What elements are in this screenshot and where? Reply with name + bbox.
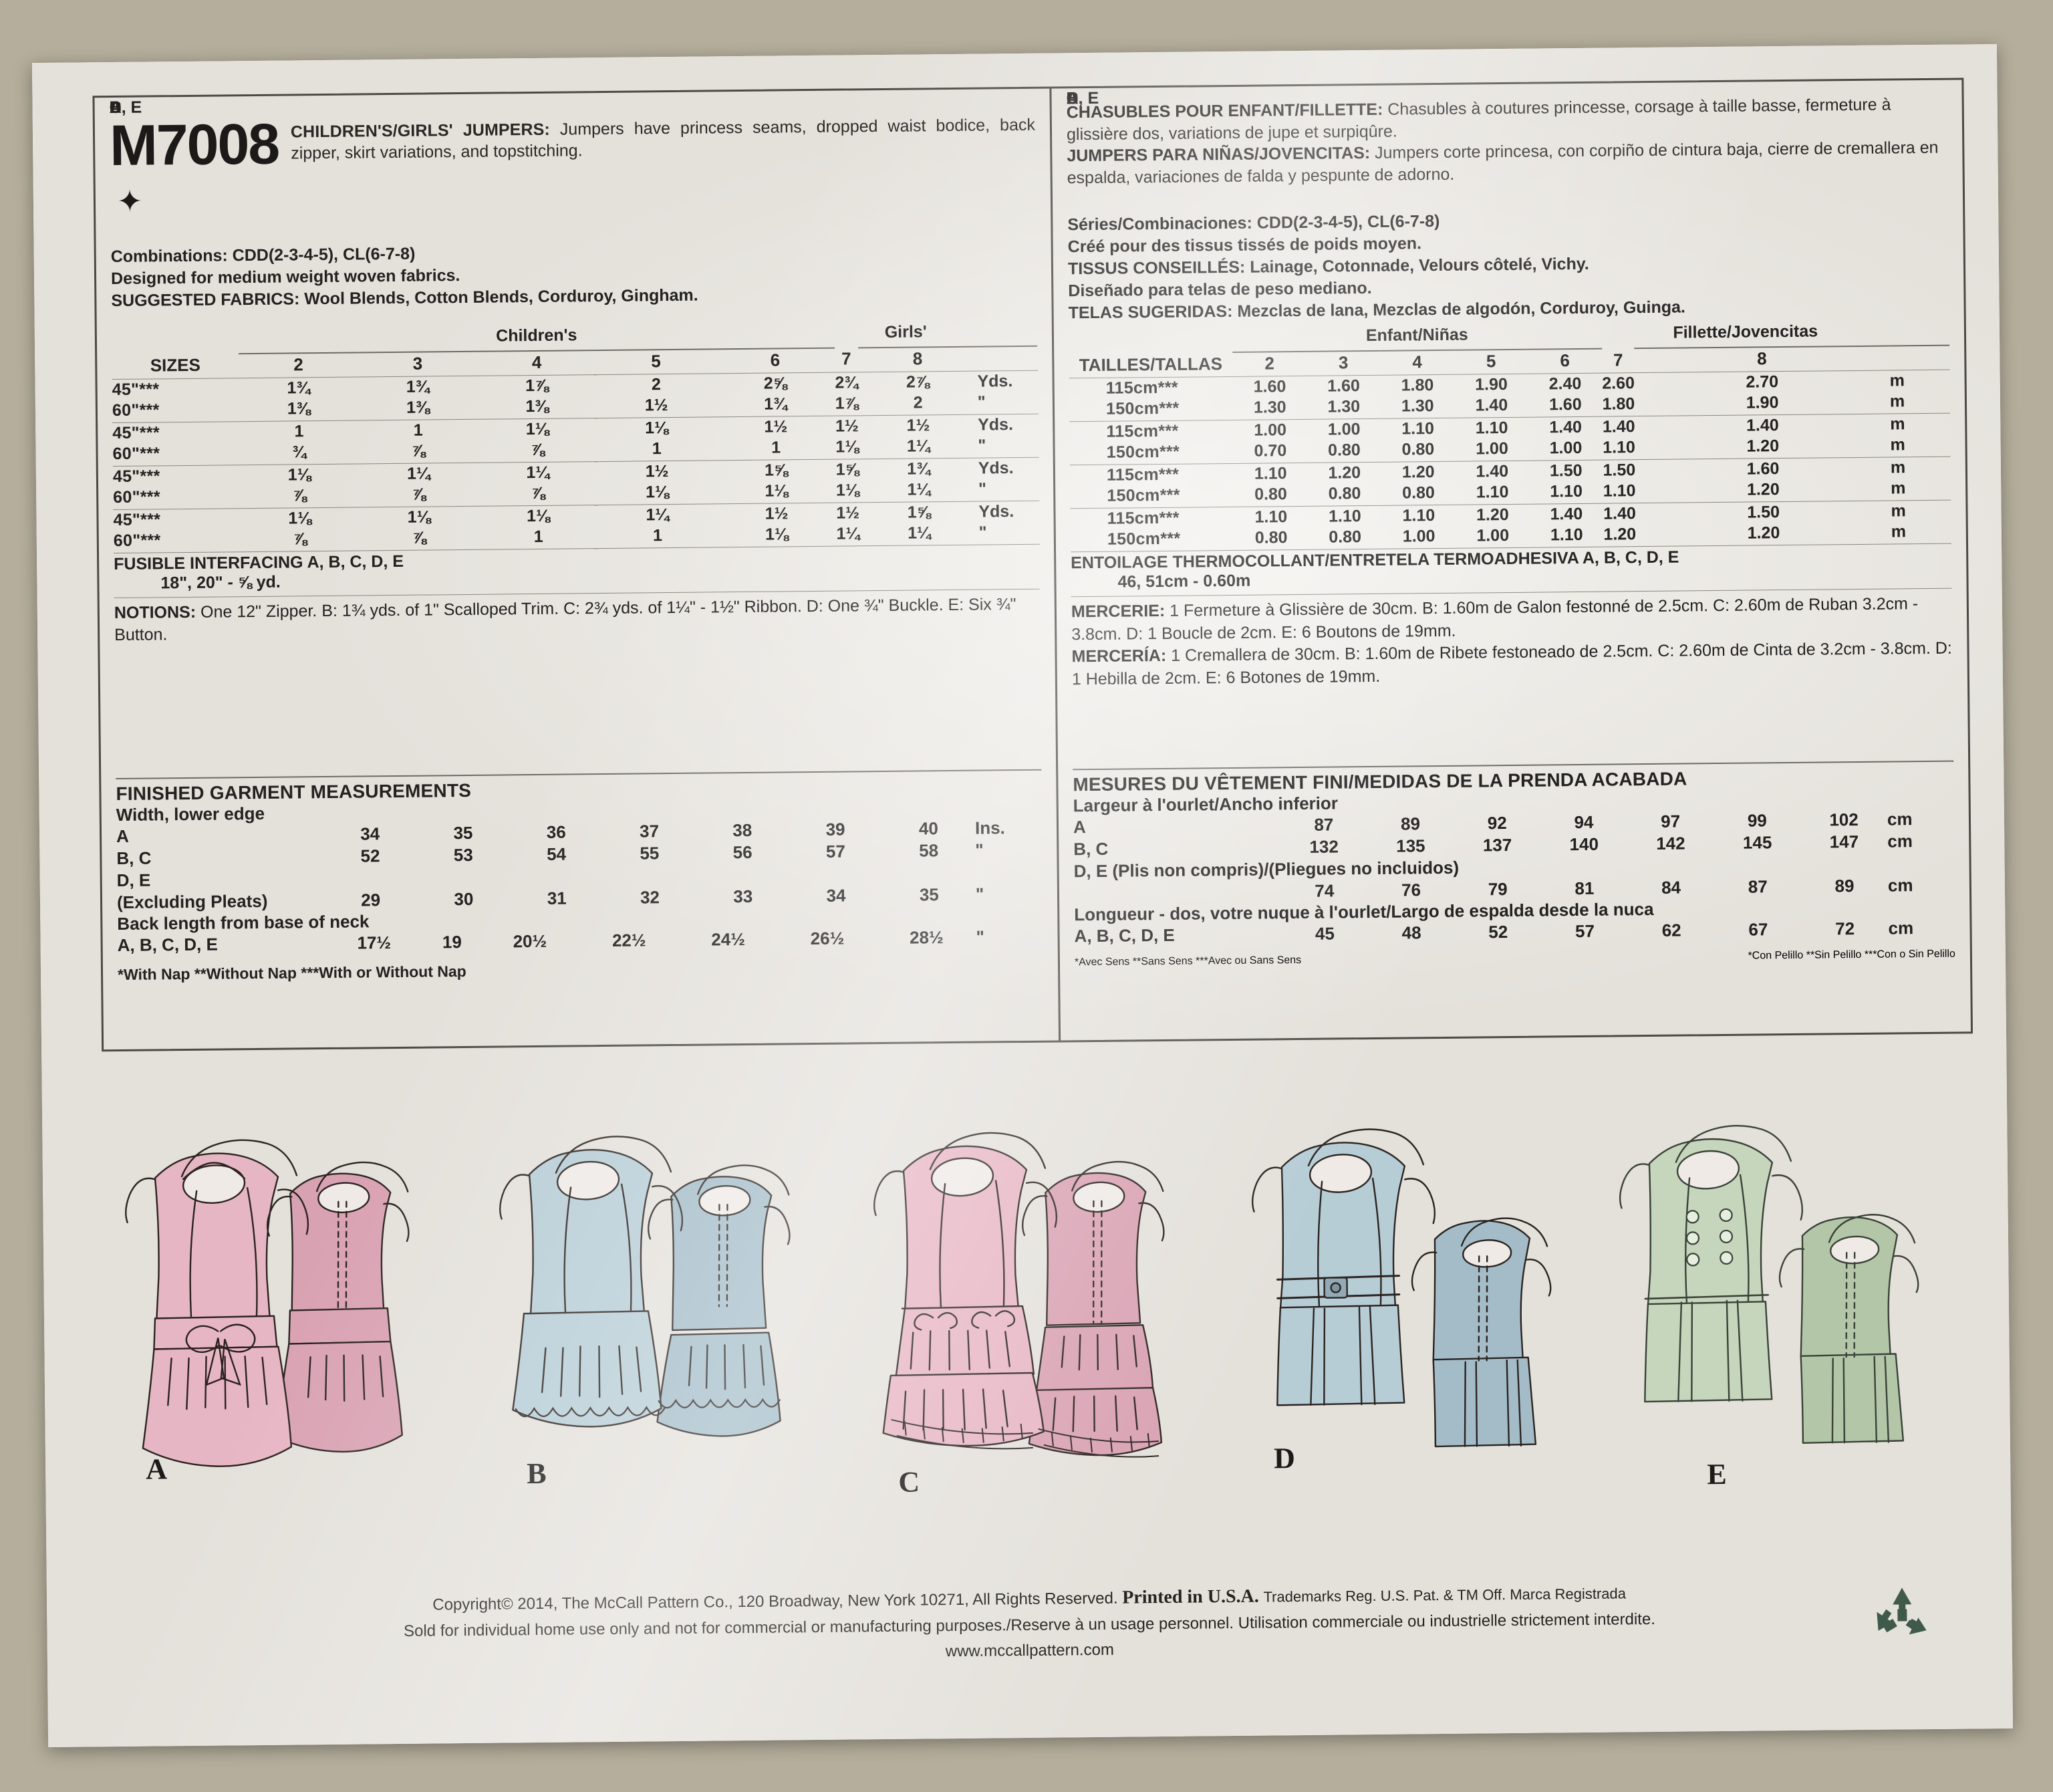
suggested-fabrics-value-fr: Lainage, Cotonnade, Velours côtelé, Vich… <box>1250 254 1589 277</box>
fgm-de-sub: (Excluding Pleats) <box>116 890 268 913</box>
english-title: CHILDREN'S/GIRLS' JUMPERS: <box>290 120 550 142</box>
size-col-3: 3 <box>412 353 423 374</box>
garment-illustrations: A <box>116 1060 1985 1573</box>
size-col-7: 7 <box>841 348 851 369</box>
footer: Copyright© 2014, The McCall Pattern Co.,… <box>47 1575 2012 1672</box>
nap-note-english: *With Nap **Without Nap ***With or Witho… <box>117 962 466 984</box>
group-girls-label: Girls' <box>884 322 927 342</box>
size-col-4: 4 <box>531 352 542 372</box>
yardage-table-imperial: Children's Girls' SIZES 2 3 <box>109 98 1039 553</box>
french-spanish-column: CHASUBLES POUR ENFANT/FILLETTE: Chasuble… <box>1051 80 1971 1040</box>
view-a-drawing <box>125 1139 410 1467</box>
information-panel: M7008 ✦ CHILDREN'S/GIRLS' JUMPERS: Jumpe… <box>92 78 1973 1052</box>
size-col-5: 5 <box>651 350 661 371</box>
notions-block-fr: MERCERIE: 1 Fermeture à Glissière de 30c… <box>1071 593 1953 646</box>
view-e-drawing <box>1619 1125 1919 1444</box>
nap-note-spanish: *Con Pelillo **Sin Pelillo ***Con o Sin … <box>1748 948 1955 962</box>
fgm-table-metric: A 87 89 92 94 97 99 102 cm B, C 132 135 <box>1073 808 1955 905</box>
view-illustration-d: D <box>1238 1064 1617 1562</box>
view-letter-a: A <box>145 1452 168 1486</box>
view-b-drawing <box>499 1136 791 1437</box>
button-group <box>1685 1208 1734 1267</box>
size-col-2: 2 <box>293 354 303 375</box>
combinations-value: CDD(2-3-4-5), CL(6-7-8) <box>232 244 416 265</box>
spanish-description: JUMPERS PARA NIÑAS/JOVENCITAS: Jumpers c… <box>1067 137 1948 189</box>
yardage-table-imperial-wrap: Children's Girls' SIZES 2 3 <box>109 98 1041 646</box>
combinations-value-fr: CDD(2-3-4-5), CL(6-7-8) <box>1256 211 1440 233</box>
view-illustration-b: B <box>490 1071 869 1569</box>
view-illustration-a: A <box>116 1075 495 1573</box>
yardage-table-metric-wrap: Enfant/Niñas Fillette/Jovencitas TAILLES… <box>1066 89 1953 691</box>
fgm-table-imperial: A 34 35 36 37 38 39 40 Ins. B, C 52 53 <box>116 817 1043 914</box>
notions-text-es: 1 Cremallera de 30cm. B: 1.60m de Ribete… <box>1071 638 1952 688</box>
view-letter-c: C <box>898 1465 920 1499</box>
fgm-de-label: D, E <box>116 870 151 891</box>
view-letter-e: E <box>1707 1457 1727 1491</box>
finished-measurements-imperial: FINISHED GARMENT MEASUREMENTS Width, low… <box>116 765 1043 984</box>
suggested-fabrics-value: Wool Blends, Cotton Blends, Corduroy, Gi… <box>304 285 698 308</box>
notions-block-es: MERCERÍA: 1 Cremallera de 30cm. B: 1.60m… <box>1071 638 1953 691</box>
recycle-icon <box>1877 1587 1927 1635</box>
notions-text: One 12" Zipper. B: 1¾ yds. of 1" Scallop… <box>114 594 1016 645</box>
notions-label-es: MERCERÍA: <box>1071 646 1167 666</box>
nap-note-french: *Avec Sens **Sans Sens ***Avec ou Sans S… <box>1074 954 1302 969</box>
view-letter-d: D <box>1273 1442 1296 1475</box>
envelope-sheet: M7008 ✦ CHILDREN'S/GIRLS' JUMPERS: Jumpe… <box>32 44 2013 1747</box>
notions-label: NOTIONS: <box>114 602 196 622</box>
pattern-envelope-back: M7008 ✦ CHILDREN'S/GIRLS' JUMPERS: Jumpe… <box>31 43 2014 1748</box>
finished-measurements-metric: MESURES DU VÊTEMENT FINI/MEDIDAS DE LA P… <box>1073 757 1955 969</box>
trademarks-text: Trademarks Reg. U.S. Pat. & TM Off. Marc… <box>1263 1585 1627 1606</box>
notions-text-fr: 1 Fermeture à Glissière de 30cm. B: 1.60… <box>1071 594 1919 644</box>
copyright-text: Copyright© 2014, The McCall Pattern Co.,… <box>432 1589 1118 1614</box>
size-col-8: 8 <box>912 348 923 369</box>
yardage-table-metric: Enfant/Niñas Fillette/Jovencitas TAILLES… <box>1066 89 1952 553</box>
suggested-fabrics-value-es: Mezclas de lana, Mezclas de algodón, Cor… <box>1237 297 1686 321</box>
view-illustration-e: E <box>1605 1060 1984 1558</box>
notions-block: NOTIONS: One 12" Zipper. B: 1¾ yds. of 1… <box>114 593 1041 646</box>
english-column: M7008 ✦ CHILDREN'S/GIRLS' JUMPERS: Jumpe… <box>94 88 1061 1050</box>
view-illustration-c: C <box>864 1067 1243 1565</box>
printed-in-usa: Printed in U.S.A. <box>1122 1585 1259 1608</box>
notions-label-fr: MERCERIE: <box>1071 601 1166 622</box>
size-col-6: 6 <box>770 350 781 370</box>
english-description: CHILDREN'S/GIRLS' JUMPERS: Jumpers have … <box>291 114 1036 164</box>
group-girls-label-metric: Fillette/Jovencitas <box>1673 322 1818 342</box>
view-letter-b: B <box>527 1456 547 1491</box>
view-d-drawing <box>1251 1128 1552 1448</box>
view-c-drawing <box>873 1132 1165 1458</box>
